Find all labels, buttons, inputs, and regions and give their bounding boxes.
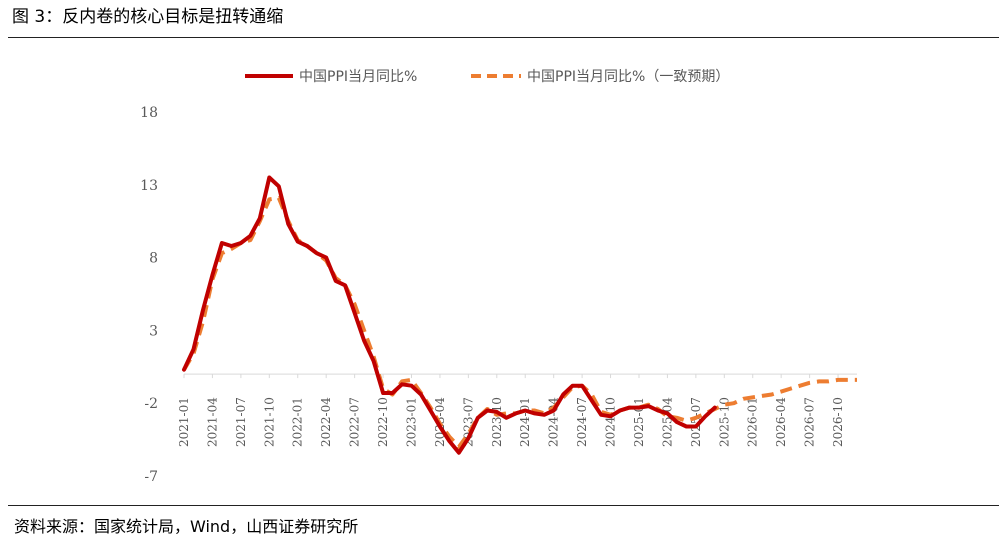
x-tick-label: 2024-07 [575, 397, 589, 447]
x-tick-label: 2021-01 [177, 397, 191, 447]
legend-label-ppi-forecast: 中国PPI当月同比%（一致预期） [527, 69, 729, 85]
chart-legend: 中国PPI当月同比% 中国PPI当月同比%（一致预期） [245, 69, 729, 85]
y-tick-label: 3 [149, 323, 158, 339]
y-tick-label: -2 [144, 396, 158, 412]
x-tick-label: 2026-01 [746, 397, 760, 447]
x-tick-label: 2023-10 [490, 397, 504, 447]
x-tick-label: 2025-04 [660, 397, 674, 447]
y-tick-label: 18 [140, 105, 158, 121]
x-tick-label: 2026-04 [774, 397, 788, 447]
series-layer [182, 175, 857, 455]
x-tick-label: 2021-07 [234, 397, 248, 447]
series-line-ppi [182, 175, 717, 455]
x-tick-label: 2022-04 [319, 397, 333, 447]
y-tick-label: 8 [149, 251, 158, 267]
x-tick-label: 2026-10 [831, 397, 845, 447]
x-axis-ticks: 2021-01 2021-04 2021-07 2021-10 2022-01 2022-… [177, 374, 845, 447]
y-tick-label: 13 [140, 178, 158, 194]
x-tick-label: 2025-07 [689, 397, 703, 447]
x-tick-label: 2024-01 [518, 397, 532, 447]
legend-label-ppi: 中国PPI当月同比% [299, 69, 417, 85]
x-tick-label: 2021-10 [262, 397, 276, 447]
x-tick-label: 2025-10 [717, 397, 731, 447]
y-tick-label: -7 [144, 469, 158, 485]
x-tick-label: 2024-10 [604, 397, 618, 447]
x-tick-label: 2022-07 [348, 397, 362, 447]
ppi-line-chart: 中国PPI当月同比% 中国PPI当月同比%（一致预期） 18 13 8 3 -2 -7 2… [140, 69, 857, 485]
y-axis-ticks: 18 13 8 3 -2 -7 [140, 105, 158, 485]
bottom-rule [8, 505, 999, 506]
x-tick-label: 2022-10 [376, 397, 390, 447]
x-tick-label: 2023-01 [404, 397, 418, 447]
top-rule [8, 37, 999, 38]
x-tick-label: 2022-01 [291, 397, 305, 447]
source-note: 资料来源：国家统计局，Wind，山西证券研究所 [14, 517, 359, 536]
x-tick-label: 2026-07 [803, 397, 817, 447]
figure-title: 图 3：反内卷的核心目标是扭转通缩 [12, 7, 284, 27]
x-tick-label: 2021-04 [205, 397, 219, 447]
